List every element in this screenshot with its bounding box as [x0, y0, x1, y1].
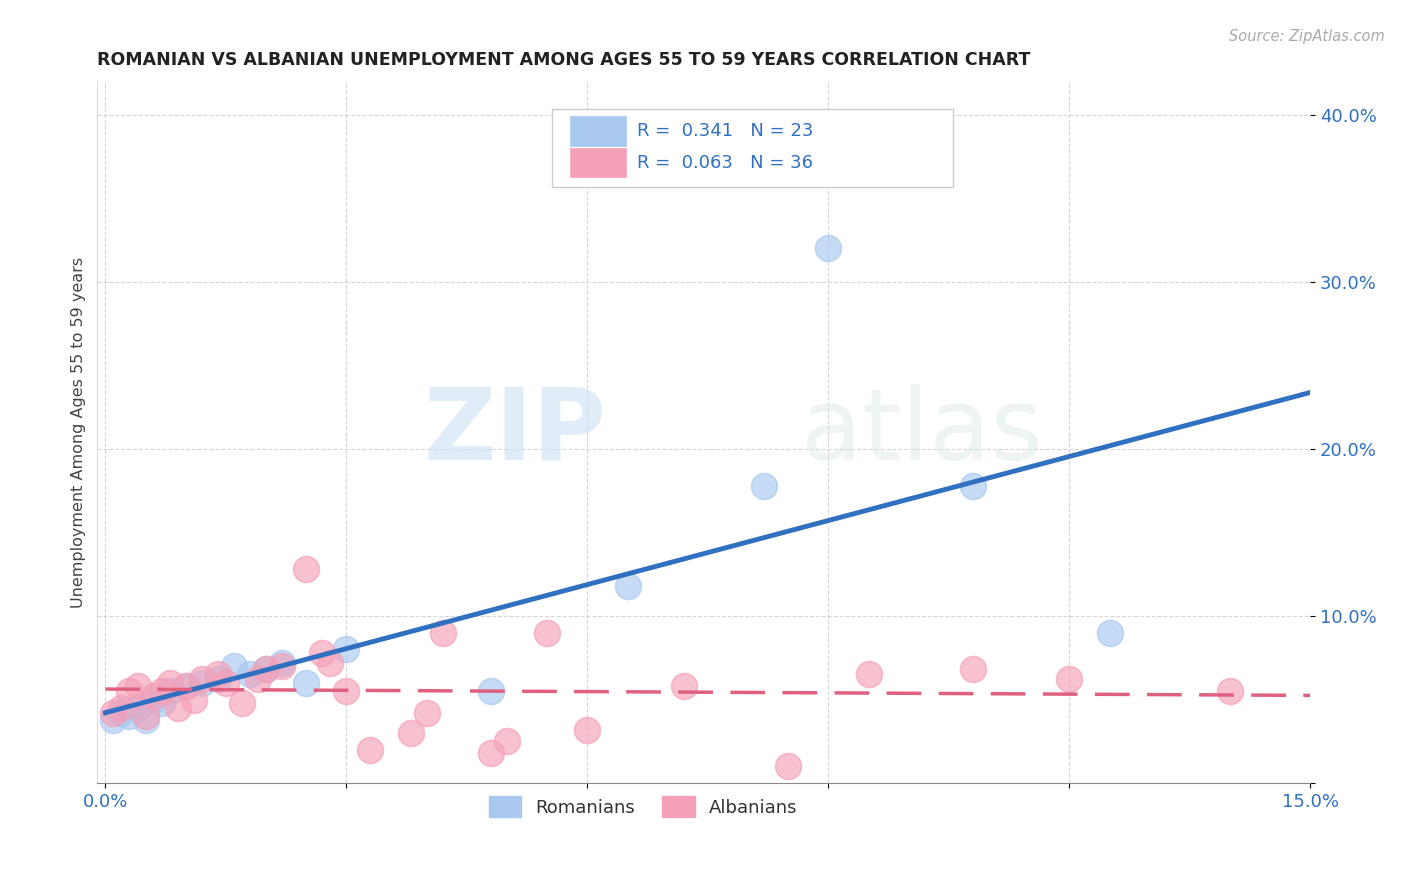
- Point: [135, 713, 157, 727]
- Point: [295, 562, 318, 576]
- Point: [962, 478, 984, 492]
- Point: [231, 696, 253, 710]
- Point: [295, 675, 318, 690]
- Point: [616, 579, 638, 593]
- Point: [319, 656, 342, 670]
- Point: [479, 684, 502, 698]
- Point: [752, 478, 775, 492]
- Point: [1059, 673, 1081, 687]
- Y-axis label: Unemployment Among Ages 55 to 59 years: Unemployment Among Ages 55 to 59 years: [72, 257, 86, 607]
- Point: [215, 675, 238, 690]
- Text: R =  0.063   N = 36: R = 0.063 N = 36: [637, 153, 813, 172]
- Point: [127, 701, 149, 715]
- Point: [254, 662, 277, 676]
- Point: [817, 241, 839, 255]
- Point: [118, 709, 141, 723]
- Point: [962, 662, 984, 676]
- Point: [415, 706, 437, 720]
- Point: [335, 684, 357, 698]
- FancyBboxPatch shape: [553, 110, 952, 186]
- Point: [103, 706, 125, 720]
- Point: [778, 759, 800, 773]
- Point: [174, 679, 197, 693]
- Point: [174, 679, 197, 693]
- Point: [110, 706, 132, 720]
- Point: [207, 667, 229, 681]
- Text: ZIP: ZIP: [425, 384, 607, 481]
- Point: [1098, 625, 1121, 640]
- Point: [335, 642, 357, 657]
- Point: [207, 673, 229, 687]
- Point: [576, 723, 599, 737]
- Point: [127, 679, 149, 693]
- Point: [536, 625, 558, 640]
- Point: [254, 662, 277, 676]
- Point: [150, 696, 173, 710]
- Legend: Romanians, Albanians: Romanians, Albanians: [481, 789, 806, 824]
- Point: [399, 726, 422, 740]
- Point: [103, 713, 125, 727]
- Point: [159, 684, 181, 698]
- Point: [1219, 684, 1241, 698]
- Point: [191, 673, 214, 687]
- Text: atlas: atlas: [801, 384, 1042, 481]
- Point: [150, 684, 173, 698]
- Point: [222, 659, 245, 673]
- Point: [432, 625, 454, 640]
- Point: [479, 746, 502, 760]
- Point: [183, 692, 205, 706]
- Text: R =  0.341   N = 23: R = 0.341 N = 23: [637, 122, 814, 140]
- Point: [142, 689, 165, 703]
- Point: [247, 673, 270, 687]
- Point: [166, 701, 188, 715]
- Point: [858, 667, 880, 681]
- Point: [271, 656, 294, 670]
- FancyBboxPatch shape: [571, 148, 626, 178]
- Point: [239, 667, 262, 681]
- Text: ROMANIAN VS ALBANIAN UNEMPLOYMENT AMONG AGES 55 TO 59 YEARS CORRELATION CHART: ROMANIAN VS ALBANIAN UNEMPLOYMENT AMONG …: [97, 51, 1031, 69]
- Point: [496, 734, 519, 748]
- Point: [271, 659, 294, 673]
- Point: [191, 675, 214, 690]
- Point: [672, 679, 695, 693]
- Point: [135, 709, 157, 723]
- Point: [159, 675, 181, 690]
- Point: [110, 701, 132, 715]
- Point: [311, 646, 333, 660]
- Point: [118, 684, 141, 698]
- Text: Source: ZipAtlas.com: Source: ZipAtlas.com: [1229, 29, 1385, 44]
- FancyBboxPatch shape: [571, 117, 626, 146]
- Point: [359, 742, 381, 756]
- Point: [142, 692, 165, 706]
